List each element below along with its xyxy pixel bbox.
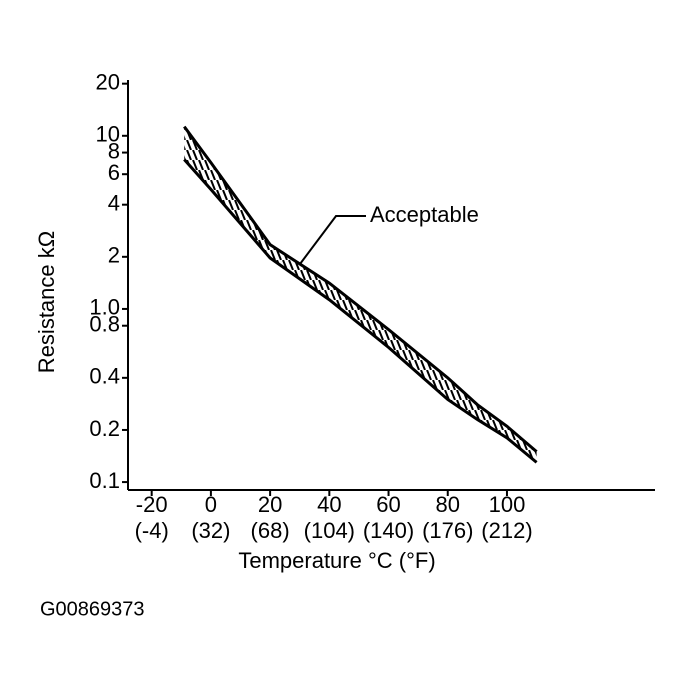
y-tick-label: 2 bbox=[108, 243, 120, 268]
x-tick-label-f: (32) bbox=[191, 518, 230, 543]
y-tick-label: 0.1 bbox=[89, 468, 120, 493]
x-tick-label-f: (212) bbox=[481, 518, 532, 543]
x-tick-label-f: (140) bbox=[363, 518, 414, 543]
annotation: Acceptable bbox=[370, 202, 479, 227]
y-tick-label: 20 bbox=[96, 69, 120, 94]
band-edge bbox=[183, 158, 538, 464]
y-tick-label: 0.4 bbox=[89, 364, 120, 389]
x-tick-label-f: (176) bbox=[422, 518, 473, 543]
y-tick-label: 8 bbox=[108, 138, 120, 163]
x-tick-label: 60 bbox=[376, 492, 400, 517]
x-axis-label: Temperature °C (°F) bbox=[238, 548, 435, 573]
figure-code: G00869373 bbox=[40, 598, 145, 620]
acceptable-band bbox=[184, 126, 537, 463]
y-tick-label: 0.2 bbox=[89, 416, 120, 441]
x-tick-label: 0 bbox=[205, 492, 217, 517]
y-axis-label: Resistance kΩ bbox=[34, 231, 59, 373]
y-tick-label: 1.0 bbox=[89, 295, 120, 320]
x-tick-label: 80 bbox=[436, 492, 460, 517]
x-tick-label: 40 bbox=[317, 492, 341, 517]
y-tick-label: 0.8 bbox=[89, 312, 120, 337]
annotation-leader bbox=[299, 215, 366, 265]
y-tick-label: 4 bbox=[108, 191, 120, 216]
x-tick-label: 20 bbox=[258, 492, 282, 517]
x-tick-label-f: (68) bbox=[251, 518, 290, 543]
x-tick-label-f: (-4) bbox=[135, 518, 169, 543]
x-tick-label: -20 bbox=[136, 492, 168, 517]
y-tick-label: 10 bbox=[96, 122, 120, 147]
x-tick-label-f: (104) bbox=[304, 518, 355, 543]
x-tick-label: 100 bbox=[489, 492, 526, 517]
y-tick-label: 6 bbox=[108, 160, 120, 185]
band-edge bbox=[183, 125, 538, 453]
